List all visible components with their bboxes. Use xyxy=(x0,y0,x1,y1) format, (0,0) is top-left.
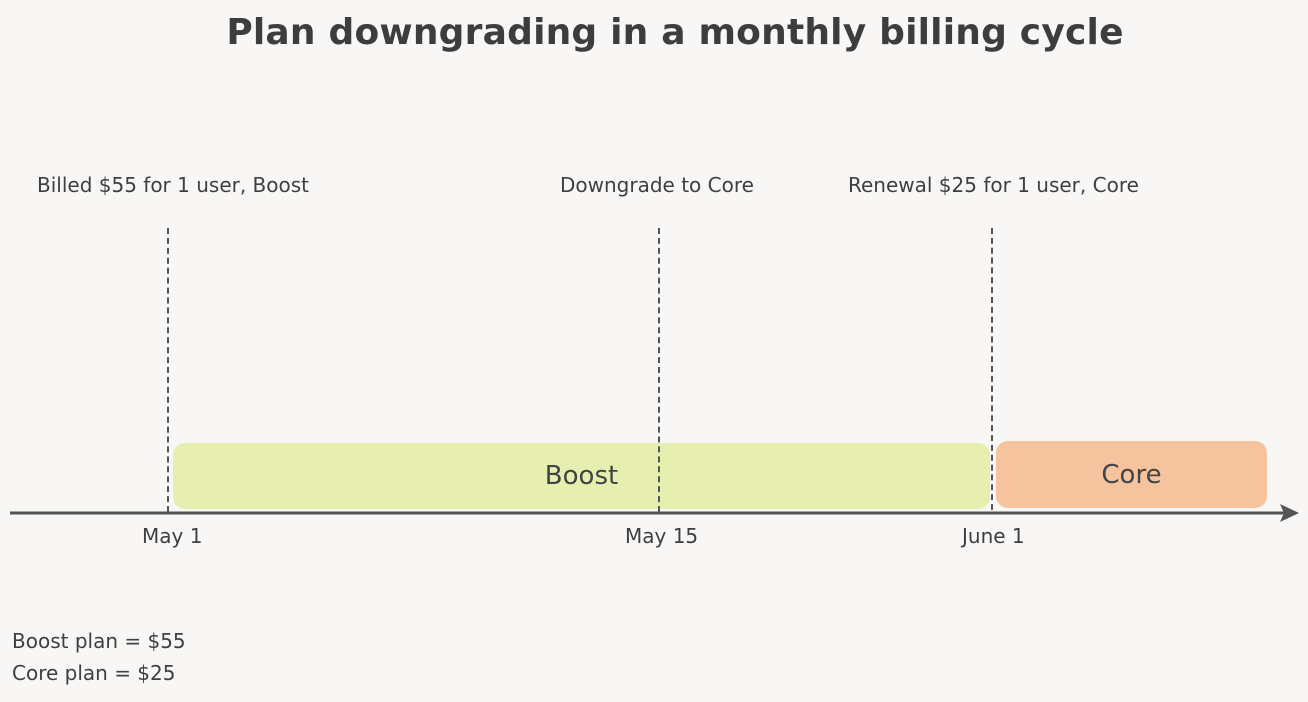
core-plan-bar: Core xyxy=(996,441,1267,508)
boost-plan-label: Boost xyxy=(544,461,619,491)
marker-line-may-15 xyxy=(658,228,660,512)
event-label-renewal: Renewal $25 for 1 user, Core xyxy=(848,173,1139,197)
arrow-right-icon xyxy=(1280,504,1299,522)
event-label-billed: Billed $55 for 1 user, Boost xyxy=(37,173,310,197)
timeline-axis xyxy=(10,504,1299,522)
boost-plan-bar: Boost xyxy=(173,443,990,509)
date-label-may-15: May 15 xyxy=(625,524,699,548)
legend-core-price: Core plan = $25 xyxy=(12,661,176,685)
date-label-may-1: May 1 xyxy=(142,524,203,548)
legend-boost-price: Boost plan = $55 xyxy=(12,629,186,653)
event-label-downgrade: Downgrade to Core xyxy=(560,173,754,197)
marker-line-june-1 xyxy=(991,228,993,510)
core-plan-label: Core xyxy=(1101,459,1162,490)
diagram-title: Plan downgrading in a monthly billing cy… xyxy=(226,12,1124,53)
date-label-june-1: June 1 xyxy=(962,524,1025,548)
marker-line-may-1 xyxy=(167,228,169,512)
